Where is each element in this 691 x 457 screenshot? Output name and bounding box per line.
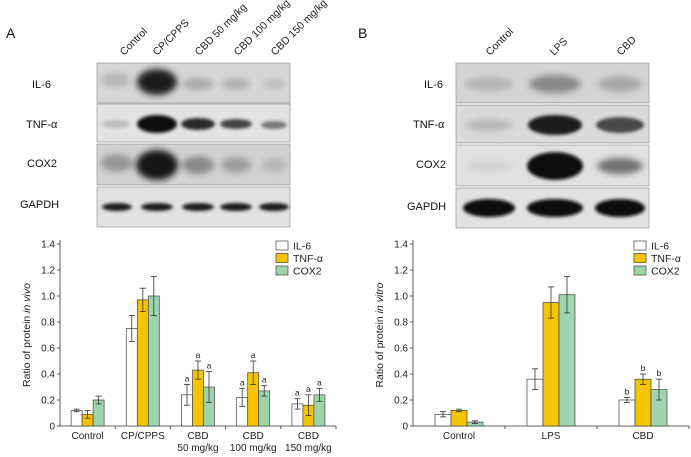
blot-a-strip-il6 — [96, 62, 291, 104]
bar — [634, 378, 652, 427]
blot-b-strip-gapdh — [455, 187, 650, 229]
significance-label: a — [251, 350, 256, 360]
significance-label: a — [317, 377, 322, 387]
y-tick-label: 0 — [402, 422, 408, 433]
blot-a-lane-label: Control — [118, 26, 150, 58]
y-tick-label: 0.2 — [394, 396, 408, 407]
blot-a-strip-gapdh — [96, 186, 291, 228]
blot-b-strip-il6 — [455, 62, 650, 104]
y-tick-label: 0.6 — [394, 344, 408, 355]
blot-a-lane-label: CP/CPPS — [151, 17, 192, 58]
blot-b-strip-cox2 — [455, 144, 650, 187]
blot-b-label-gapdh: GAPDH — [407, 201, 446, 213]
legend-swatch — [633, 240, 647, 251]
x-tick-label: CP/CPPS — [121, 431, 165, 442]
blot-b-label-il6: IL-6 — [424, 79, 443, 91]
blot-a: Control CP/CPPS CBD 50 mg/kg CBD 100 mg/… — [20, 0, 330, 228]
bar — [450, 410, 468, 427]
y-tick-label: 0.4 — [41, 370, 55, 381]
significance-label: a — [196, 350, 201, 360]
x-tick-label: CBD — [298, 431, 319, 442]
legend-swatch — [275, 240, 289, 251]
blot-a-strip-cox2 — [96, 143, 291, 186]
blot-a-lane-labels: Control CP/CPPS CBD 50 mg/kg CBD 100 mg/… — [118, 0, 330, 58]
y-tick-label: 1.4 — [394, 240, 408, 251]
y-tick-label: 0.2 — [41, 396, 55, 407]
legend-label: COX2 — [293, 266, 322, 278]
y-tick-label: 1.2 — [41, 266, 55, 277]
panel-b-letter: B — [358, 25, 367, 41]
blot-b-lane-label: LPS — [548, 36, 571, 59]
y-tick-label: 0.8 — [41, 318, 55, 329]
y-axis-title: Ratio of protein in vitro — [374, 282, 386, 387]
y-tick-label: 1.0 — [41, 292, 55, 303]
y-tick-label: 1.4 — [41, 240, 55, 251]
y-tick-label: 0.6 — [41, 344, 55, 355]
y-tick-label: 0.8 — [394, 318, 408, 329]
y-tick-label: 0 — [49, 422, 55, 433]
bar — [136, 299, 149, 427]
y-axis-title-text: Ratio of protein — [374, 313, 386, 387]
blot-a-label-tnf: TNF-α — [26, 119, 58, 131]
x-tick-label: 150 mg/kg — [285, 443, 332, 454]
legend-swatch — [275, 253, 289, 263]
x-tick-label: 100 mg/kg — [230, 443, 277, 454]
blot-a-label-il6: IL-6 — [32, 79, 51, 91]
blot-a-strip-tnf — [96, 103, 291, 143]
x-tick-label: Control — [443, 431, 475, 442]
y-tick-label: 1.2 — [394, 266, 408, 277]
bar — [125, 328, 138, 427]
panel-a-letter: A — [6, 25, 16, 41]
legend-label: TNF-α — [651, 253, 681, 265]
y-axis-title-italic: in vitro — [374, 282, 386, 313]
blot-b-lane-label: Control — [484, 26, 516, 58]
y-axis-title-italic: in vivo — [21, 283, 33, 313]
blot-a-label-cox2: COX2 — [27, 158, 57, 170]
significance-label: b — [641, 363, 646, 373]
legend-label: IL-6 — [651, 241, 669, 253]
significance-label: a — [185, 373, 190, 383]
bar — [542, 302, 560, 427]
y-axis-title: Ratio of protein in vivo — [21, 283, 33, 387]
significance-label: a — [207, 360, 212, 370]
significance-label: b — [625, 386, 630, 396]
blot-a-label-gapdh: GAPDH — [20, 199, 59, 211]
blot-b-strip-tnf — [455, 104, 650, 144]
x-tick-label: Control — [71, 431, 103, 442]
blot-b-label-tnf: TNF-α — [413, 119, 445, 131]
chart-in-vivo: 0 0.2 0.4 0.6 0.8 1.0 1.2 1.4 Ratio of protein i… — [21, 240, 337, 454]
y-tick-label: 0.4 — [394, 370, 408, 381]
legend-label: IL-6 — [293, 241, 311, 253]
legend-label: TNF-α — [293, 253, 323, 265]
blot-b-lane-labels: Control LPS CBD — [484, 26, 639, 58]
significance-label: b — [657, 368, 662, 378]
bar — [70, 410, 83, 427]
legend-label: COX2 — [651, 266, 680, 278]
blot-b-label-cox2: COX2 — [416, 159, 446, 171]
y-tick-label: 1.0 — [394, 292, 408, 303]
legend-swatch — [633, 265, 647, 276]
y-axis-title-text: Ratio of protein — [21, 313, 33, 387]
x-tick-label: CBD — [187, 431, 208, 442]
x-tick-label: 50 mg/kg — [177, 443, 218, 454]
x-tick-label: LPS — [542, 431, 561, 442]
significance-label: a — [262, 375, 267, 385]
chart-in-vitro: 0 0.2 0.4 0.6 0.8 1.0 1.2 1.4 Ratio of protein i… — [374, 240, 690, 442]
legend-swatch — [275, 265, 289, 276]
bar — [618, 399, 636, 427]
x-tick-label: CBD — [243, 431, 264, 442]
blot-b-lane-label: CBD — [615, 34, 639, 58]
bar — [558, 294, 576, 427]
significance-label: a — [306, 384, 311, 394]
x-tick-label: CBD — [632, 431, 653, 442]
significance-label: a — [240, 377, 245, 387]
significance-label: a — [295, 388, 300, 398]
legend-swatch — [633, 253, 647, 263]
blot-b: Control LPS CBD IL-6 TNF-α COX2 GAPDH — [407, 26, 650, 229]
